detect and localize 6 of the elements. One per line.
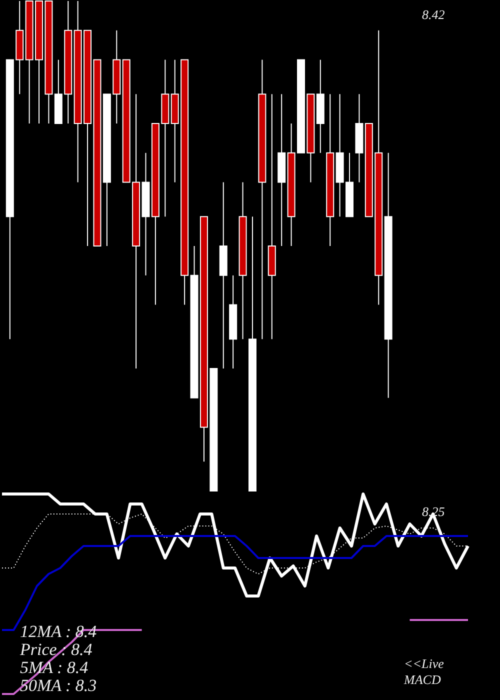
annotation: 50MA : 8.3 xyxy=(20,676,97,695)
text: 8.42 xyxy=(422,7,446,22)
annotation: MACD xyxy=(403,672,442,687)
annotation: 8.25 xyxy=(422,504,446,519)
candlestick xyxy=(268,94,276,340)
annotation: <<Live xyxy=(404,656,444,671)
